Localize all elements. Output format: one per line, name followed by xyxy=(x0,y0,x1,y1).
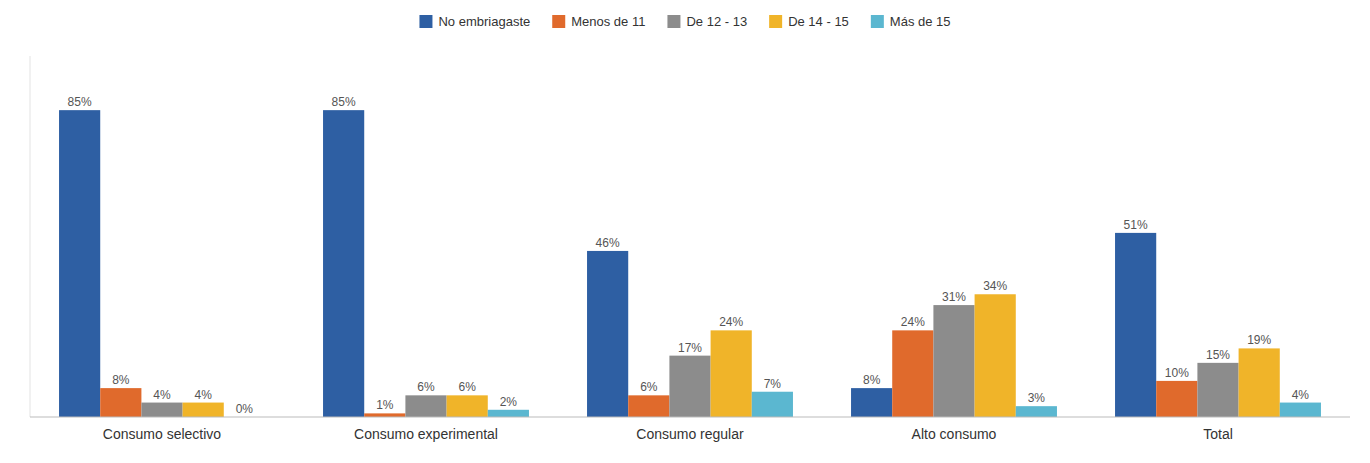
bar xyxy=(1156,381,1197,417)
chart: 85% 85% 46% 8% 51% 8% 1% 6% 24% 10% 4% 6% 17% 31% 15% 4… xyxy=(0,0,1370,463)
legend-label: De 12 - 13 xyxy=(686,14,747,29)
data-label: 17% xyxy=(678,341,702,355)
legend-item: De 14 - 15 xyxy=(769,14,849,29)
data-label: 4% xyxy=(195,388,213,402)
x-tick-label: Consumo regular xyxy=(636,426,744,442)
data-label: 6% xyxy=(459,380,477,394)
data-label: 3% xyxy=(1028,391,1046,405)
x-tick-label: Alto consumo xyxy=(912,426,997,442)
x-tick-label: Consumo selectivo xyxy=(103,426,221,442)
data-label: 2% xyxy=(500,395,518,409)
bar xyxy=(933,305,974,417)
bar xyxy=(628,395,669,417)
legend-swatch xyxy=(769,15,782,28)
x-axis xyxy=(30,417,1350,418)
x-tick-label: Total xyxy=(1203,426,1233,442)
data-label: 24% xyxy=(719,315,743,329)
legend-label: Más de 15 xyxy=(890,14,951,29)
data-label: 24% xyxy=(901,315,925,329)
bar xyxy=(1280,403,1321,417)
data-label: 8% xyxy=(112,373,130,387)
data-label: 34% xyxy=(983,279,1007,293)
data-label: 8% xyxy=(863,373,881,387)
bar xyxy=(1115,233,1156,417)
legend-label: Menos de 11 xyxy=(571,14,645,29)
bar xyxy=(975,294,1016,417)
bar xyxy=(711,330,752,417)
data-label: 6% xyxy=(640,380,658,394)
legend: No embriagaste Menos de 11 De 12 - 13 De 14… xyxy=(419,14,950,29)
bar xyxy=(851,388,892,417)
legend-item: Más de 15 xyxy=(871,14,951,29)
bar xyxy=(1016,406,1057,417)
bar xyxy=(892,330,933,417)
bar xyxy=(405,395,446,417)
bar xyxy=(488,410,529,417)
data-label: 46% xyxy=(596,236,620,250)
legend-item: Menos de 11 xyxy=(552,14,645,29)
legend-label: No embriagaste xyxy=(438,14,530,29)
bar xyxy=(364,413,405,417)
legend-swatch xyxy=(419,15,432,28)
bar xyxy=(59,110,100,417)
bar xyxy=(669,356,710,417)
legend-item: No embriagaste xyxy=(419,14,530,29)
legend-swatch xyxy=(552,15,565,28)
bars xyxy=(59,110,1321,417)
legend-item: De 12 - 13 xyxy=(667,14,747,29)
bar xyxy=(1239,348,1280,417)
y-axis xyxy=(30,56,31,417)
bar xyxy=(100,388,141,417)
data-label: 1% xyxy=(376,398,394,412)
data-label: 31% xyxy=(942,290,966,304)
data-label: 15% xyxy=(1206,348,1230,362)
legend-label: De 14 - 15 xyxy=(788,14,849,29)
data-label: 85% xyxy=(332,95,356,109)
data-label: 4% xyxy=(153,388,171,402)
data-label: 19% xyxy=(1247,333,1271,347)
data-label: 51% xyxy=(1124,218,1148,232)
data-label: 0% xyxy=(236,402,254,416)
legend-swatch xyxy=(667,15,680,28)
bar xyxy=(323,110,364,417)
legend-swatch xyxy=(871,15,884,28)
data-labels: 85% 85% 46% 8% 51% 8% 1% 6% 24% 10% 4% 6% 17% 31% 15% 4… xyxy=(68,95,1310,416)
data-label: 6% xyxy=(417,380,435,394)
data-label: 10% xyxy=(1165,366,1189,380)
data-label: 85% xyxy=(68,95,92,109)
x-tick-label: Consumo experimental xyxy=(354,426,498,442)
bar xyxy=(183,403,224,417)
data-label: 7% xyxy=(764,377,782,391)
data-label: 4% xyxy=(1292,388,1310,402)
bar xyxy=(141,403,182,417)
bar xyxy=(752,392,793,417)
bar xyxy=(587,251,628,417)
bar xyxy=(447,395,488,417)
bar xyxy=(1197,363,1238,417)
